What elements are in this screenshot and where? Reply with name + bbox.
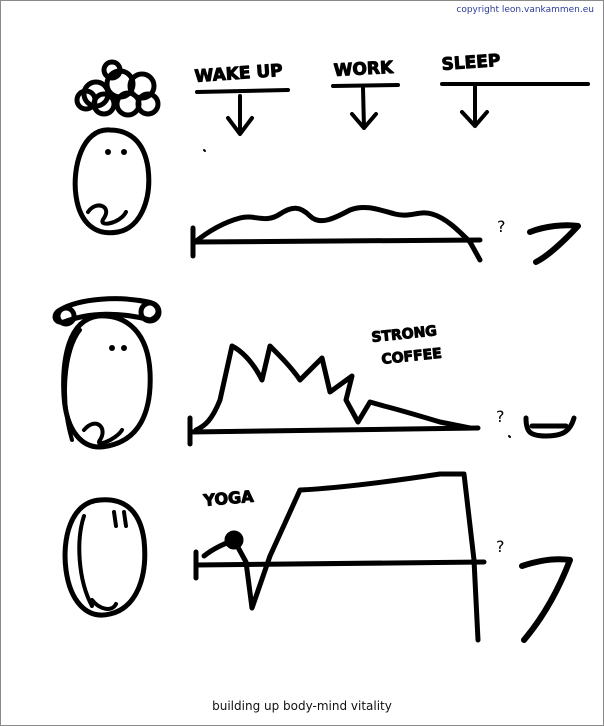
label-sleep: SLEEP xyxy=(441,51,501,75)
face-neutral-icon xyxy=(72,127,152,236)
face-stressed-icon xyxy=(61,313,153,450)
label-yoga: YOGA xyxy=(202,487,255,510)
wake-up-arrow-icon xyxy=(226,94,254,136)
question-mark-1: ? xyxy=(497,217,506,236)
energy-curve-yoga xyxy=(201,471,481,643)
question-mark-3: ? xyxy=(496,537,505,556)
energy-curve-coffee xyxy=(193,343,473,433)
ink-dot xyxy=(203,149,206,152)
mouth-seven-icon xyxy=(519,556,573,643)
energy-curve-normal xyxy=(192,205,483,263)
baseline-coffee xyxy=(187,425,481,435)
face-happy-icon xyxy=(62,497,148,618)
headache-band-icon xyxy=(52,296,162,327)
baseline-yoga xyxy=(193,559,487,568)
question-mark-2: ? xyxy=(496,407,505,426)
label-coffee: COFFEE xyxy=(381,346,443,368)
wake-up-underline xyxy=(195,88,290,94)
sleep-arrow-icon xyxy=(460,84,489,128)
ink-dot-2 xyxy=(508,435,511,438)
caption: building up body-mind vitality xyxy=(212,699,392,713)
mouth-flat-icon xyxy=(527,222,581,265)
energy-graph-coffee xyxy=(187,343,481,447)
label-work: WORK xyxy=(333,58,394,81)
baseline-normal xyxy=(190,237,483,245)
label-wake-up: WAKE UP xyxy=(194,61,283,87)
energy-graph-yoga xyxy=(193,471,487,643)
work-underline xyxy=(331,83,400,88)
yoga-pose-dot xyxy=(224,530,244,550)
energy-graph-normal xyxy=(190,205,483,263)
brain-icon xyxy=(74,59,161,118)
work-arrow-icon xyxy=(350,86,378,130)
mouth-tired-icon xyxy=(523,415,577,439)
label-strong: STRONG xyxy=(371,323,438,346)
copyright-text: copyright leon.vankammen.eu xyxy=(456,5,594,15)
